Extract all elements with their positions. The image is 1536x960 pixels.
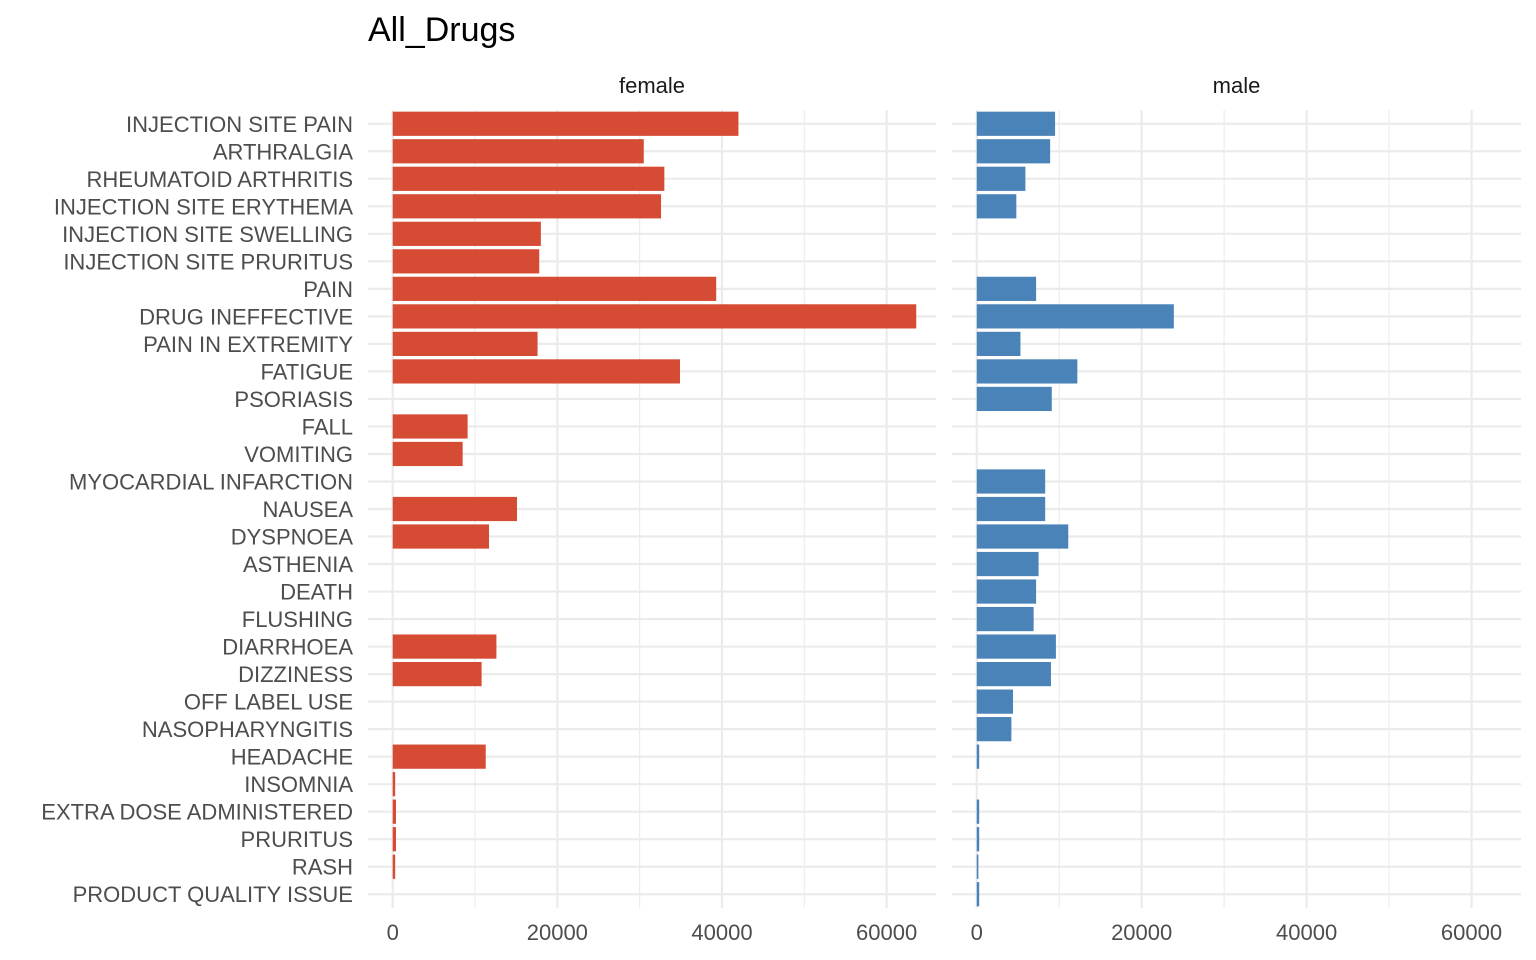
bar-female — [392, 139, 644, 164]
bar-male — [976, 304, 1174, 329]
category-label: DRUG INEFFECTIVE — [139, 304, 353, 329]
bar-male — [976, 496, 1046, 522]
category-label: DEATH — [280, 580, 353, 605]
bar-male — [976, 331, 1021, 357]
category-label: NAUSEA — [263, 497, 354, 522]
category-label: INSOMNIA — [244, 772, 353, 797]
category-label: RHEUMATOID ARTHRITIS — [87, 167, 353, 192]
bar-female — [392, 249, 540, 274]
x-tick-label: 40000 — [691, 920, 752, 945]
bar-male — [976, 606, 1034, 632]
bar-male — [976, 166, 1026, 191]
category-label: INJECTION SITE ERYTHEMA — [54, 194, 353, 219]
bar-female — [392, 276, 717, 301]
x-tick-label: 0 — [971, 920, 983, 945]
category-label: PAIN IN EXTREMITY — [143, 332, 353, 357]
bar-female — [392, 414, 468, 439]
category-label: FATIGUE — [261, 359, 354, 384]
bar-female — [392, 331, 538, 357]
chart-title: All_Drugs — [368, 11, 515, 49]
category-label: FLUSHING — [242, 607, 353, 632]
bar-male — [976, 469, 1046, 494]
category-label: RASH — [292, 855, 353, 880]
bar-male — [976, 717, 1012, 742]
category-label: DIARRHOEA — [222, 635, 353, 660]
category-label: HEADACHE — [231, 745, 353, 770]
bar-male — [976, 579, 1037, 604]
x-tick-label: 40000 — [1276, 920, 1337, 945]
bar-male — [976, 276, 1037, 301]
bar-female — [392, 304, 917, 329]
category-label: INJECTION SITE SWELLING — [62, 222, 353, 247]
category-label: PRURITUS — [241, 827, 353, 852]
bar-female — [392, 744, 486, 769]
category-label: INJECTION SITE PRURITUS — [63, 249, 353, 274]
facet-panel-female: female 0 20000 40000 60000 — [368, 73, 936, 945]
bar-female — [392, 441, 463, 467]
bar-female — [392, 166, 665, 191]
bar-female — [392, 799, 396, 824]
bar-male — [976, 139, 1051, 164]
bar-female — [392, 359, 680, 384]
category-label: ARTHRALGIA — [213, 139, 354, 164]
category-label: INJECTION SITE PAIN — [126, 112, 353, 137]
category-label: MYOCARDIAL INFARCTION — [69, 469, 353, 494]
bar-male — [976, 524, 1069, 549]
bar-male — [976, 744, 980, 769]
x-tick-label: 20000 — [527, 920, 588, 945]
category-label: VOMITING — [244, 442, 353, 467]
bar-male — [976, 359, 1078, 384]
facet-label: female — [619, 73, 685, 98]
bar-male — [976, 194, 1017, 219]
bar-male — [976, 111, 1056, 136]
category-label: PRODUCT QUALITY ISSUE — [73, 882, 353, 907]
facet-label: male — [1213, 73, 1261, 98]
bar-female — [392, 634, 497, 659]
bar-female — [392, 661, 482, 687]
category-label: ASTHENIA — [243, 552, 353, 577]
x-tick-label: 0 — [387, 920, 399, 945]
bar-female — [392, 194, 662, 219]
bar-male — [976, 689, 1014, 714]
category-label: OFF LABEL USE — [184, 690, 353, 715]
x-tick-label: 60000 — [856, 920, 917, 945]
facet-panel-male: male 0 20000 40000 60000 — [952, 73, 1521, 945]
bar-female — [392, 111, 739, 136]
bar-male — [976, 661, 1051, 687]
bar-male — [976, 551, 1039, 577]
category-label: EXTRA DOSE ADMINISTERED — [41, 800, 353, 825]
category-label: PAIN — [303, 277, 353, 302]
category-label: DIZZINESS — [238, 662, 353, 687]
bar-male — [976, 827, 980, 852]
category-label: PSORIASIS — [234, 387, 353, 412]
category-label: FALL — [302, 414, 353, 439]
bar-female — [392, 524, 490, 549]
bar-female — [392, 221, 541, 246]
bar-male — [976, 386, 1052, 412]
bar-female — [392, 496, 517, 522]
category-label: NASOPHARYNGITIS — [142, 717, 353, 742]
bar-female — [392, 854, 396, 879]
x-tick-label: 60000 — [1441, 920, 1502, 945]
category-label: DYSPNOEA — [231, 525, 354, 550]
bar-male — [976, 854, 979, 879]
bar-male — [976, 799, 980, 824]
x-tick-label: 20000 — [1111, 920, 1172, 945]
bar-female — [392, 827, 396, 852]
bar-male — [976, 882, 980, 907]
bar-female — [392, 772, 396, 797]
bar-male — [976, 634, 1056, 659]
facet-panels: female 0 20000 40000 60000 male 0 20000 40000 600… — [368, 73, 1521, 945]
